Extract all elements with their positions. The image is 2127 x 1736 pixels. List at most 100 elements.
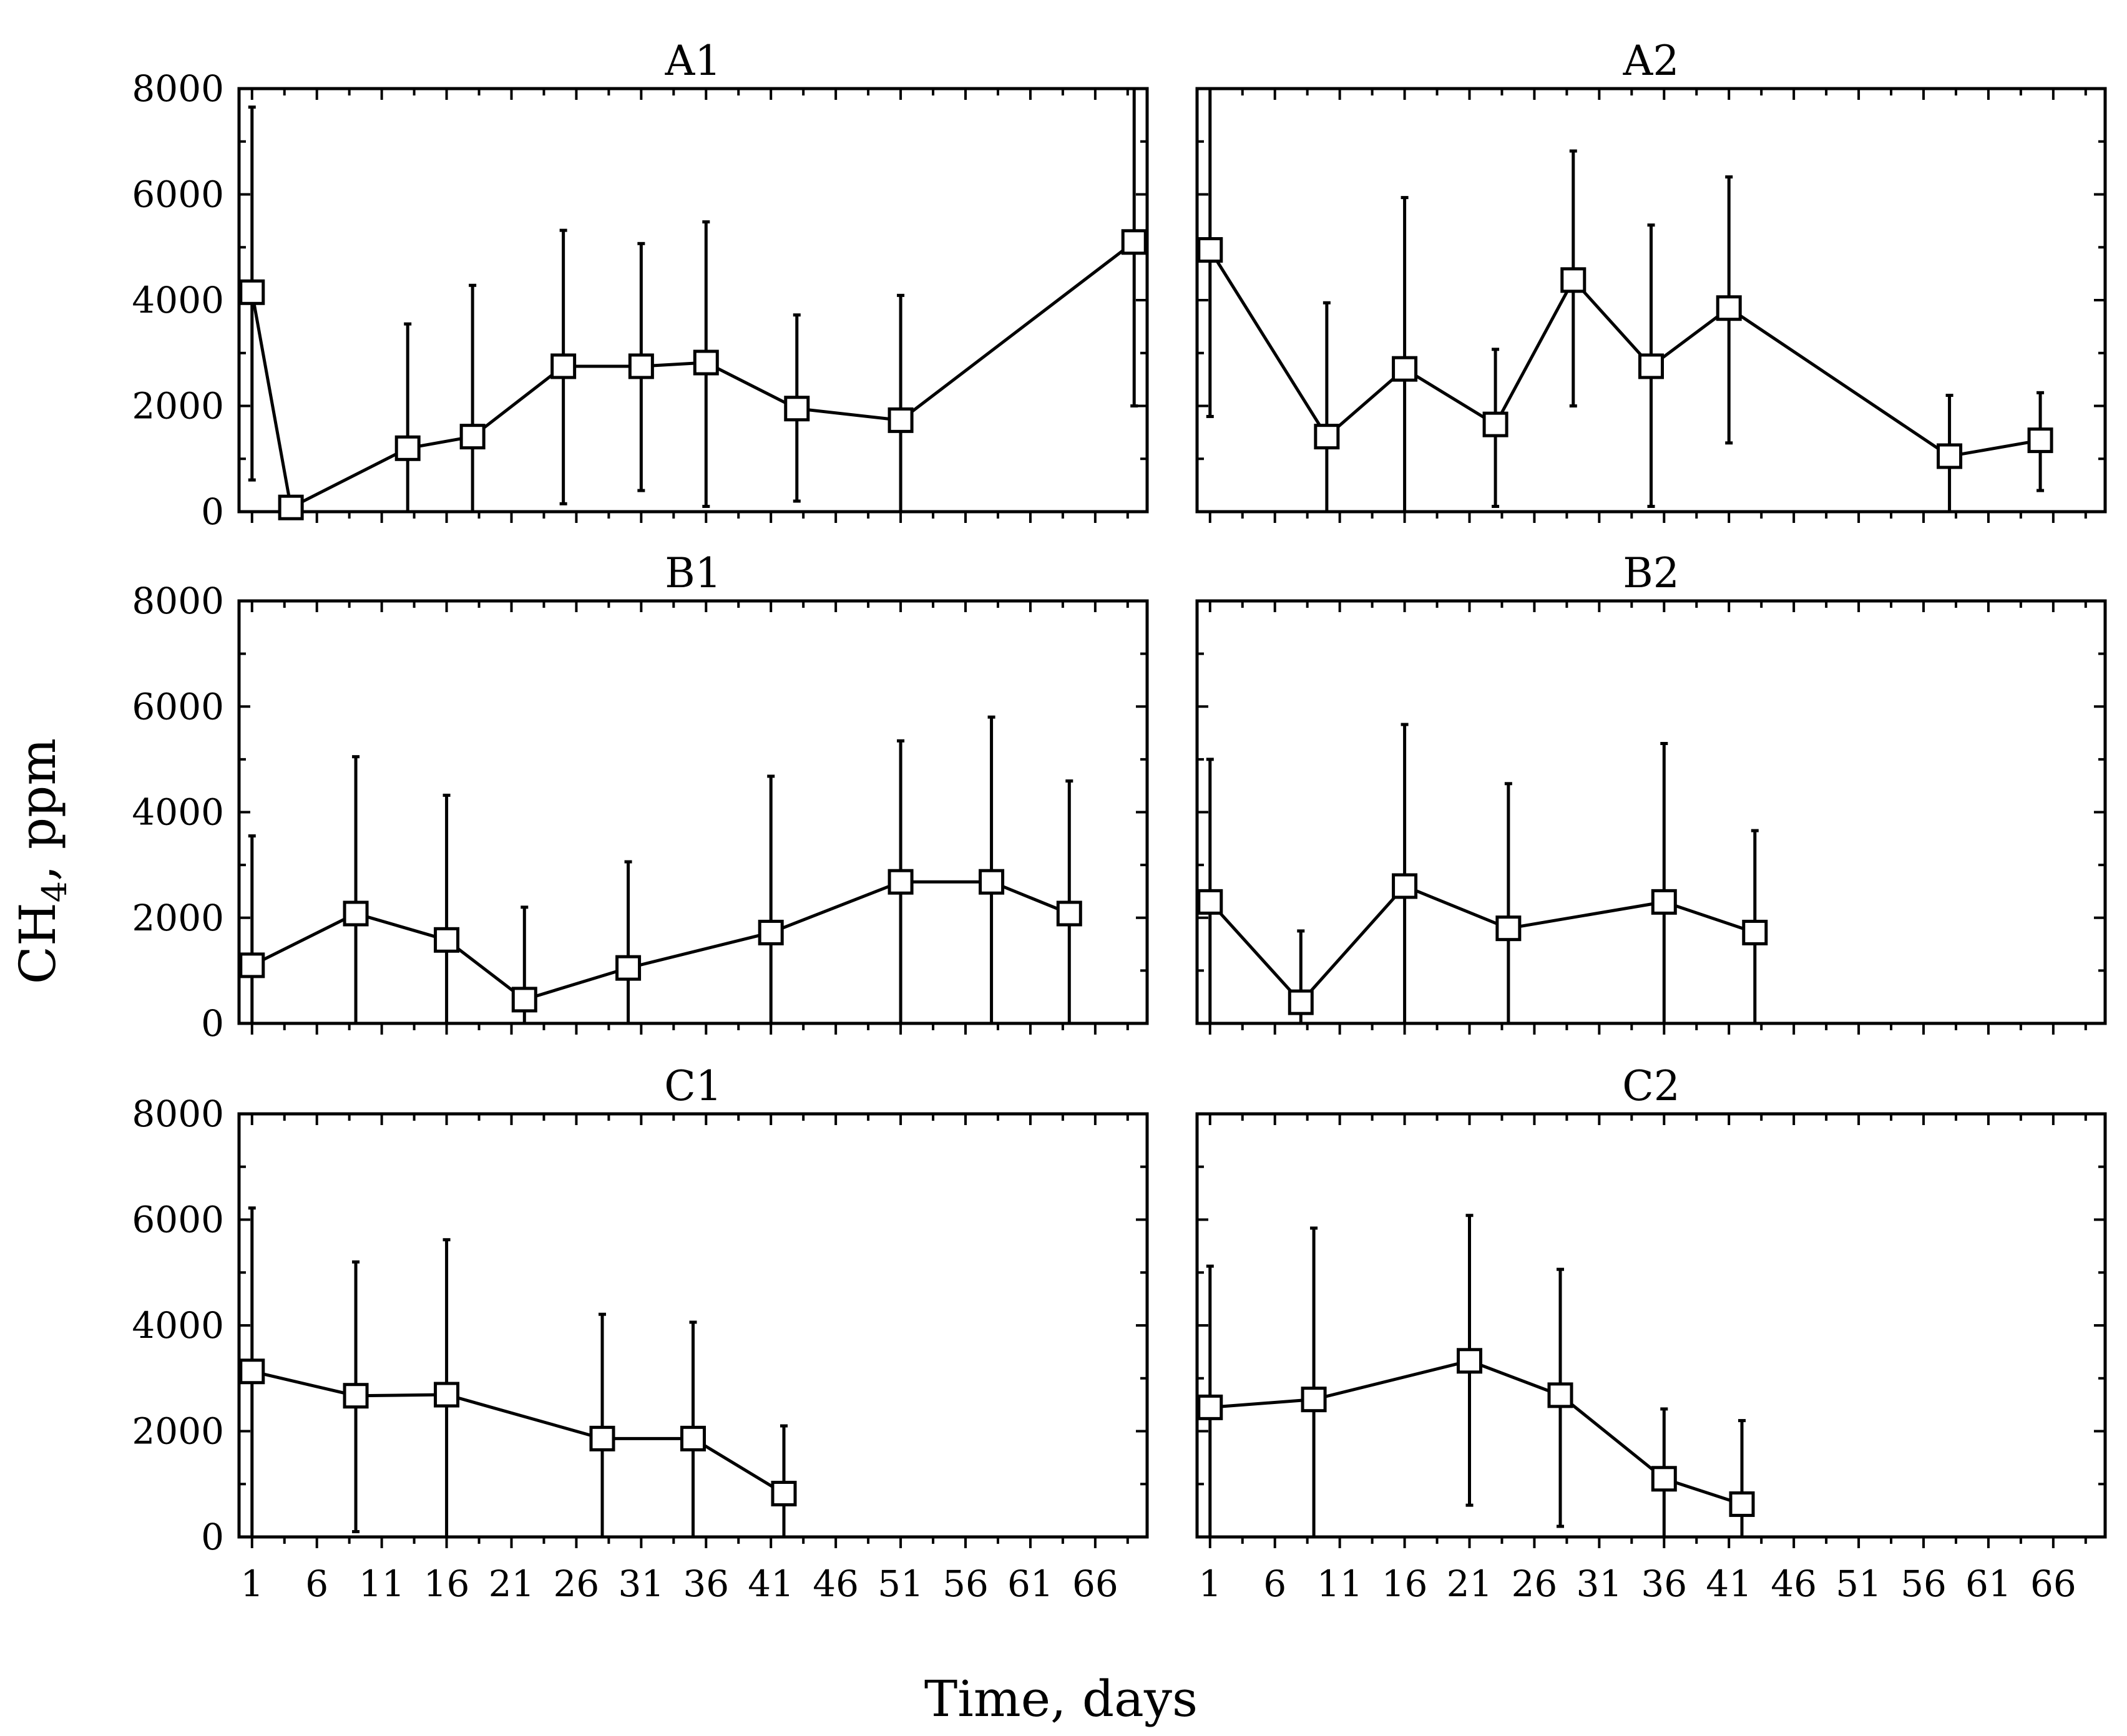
panel-b2: B2 [1195,549,2107,1035]
data-point [1457,1348,1482,1374]
x-tick-label: 66 [1072,1563,1118,1605]
y-tick-label: 0 [201,1002,224,1045]
x-tick-label: 11 [359,1563,405,1605]
y-tick-label: 4000 [132,279,224,321]
panel-title: C1 [664,1062,722,1110]
data-point [459,424,486,450]
data-point [239,1358,265,1385]
data-point [511,987,537,1013]
y-axis-label: CH4, ppm [9,738,74,984]
series-line [252,1370,785,1495]
data-point [784,396,810,422]
x-tick-label: 56 [942,1563,989,1605]
data-point [434,1382,460,1408]
data-point [589,1425,615,1451]
x-tick-label: 36 [683,1563,729,1605]
data-point [979,869,1005,895]
x-tick-label: 41 [1706,1563,1752,1605]
panel-c2: C21 6 11 16 21 26 31 36 41 46 51 56 61 66 [1195,1062,2107,1605]
data-point [1729,1491,1755,1517]
y-tick-label: 6000 [132,173,224,216]
x-tick-label: 26 [554,1563,600,1605]
series-c2 [1197,1214,1755,1537]
x-tick-label: 51 [1836,1563,1882,1605]
data-point [343,900,369,927]
y-tick-label: 8000 [132,67,224,110]
data-point [1197,237,1223,263]
x-tick-label: 16 [424,1563,470,1605]
data-point [1560,267,1587,293]
y-tick-label: 0 [201,1516,224,1558]
x-tick-label: 21 [489,1563,535,1605]
data-point [887,869,914,895]
panel-title: B2 [1623,549,1680,597]
y-tick-label: 2000 [132,897,224,939]
panel-title: A1 [665,37,721,85]
series-line [1208,884,1756,1005]
data-point [693,349,719,376]
y-tick-label: 0 [201,490,224,533]
data-point [1495,915,1522,942]
x-tick-label: 31 [1576,1563,1622,1605]
data-point [1392,356,1418,382]
data-point [887,407,914,433]
y-tick-label: 2000 [132,385,224,427]
series-a1 [239,89,1147,520]
data-point [1314,424,1340,450]
x-tick-label: 16 [1382,1563,1428,1605]
y-tick-label: 8000 [132,1093,224,1135]
data-point [1937,443,1963,469]
series-c1 [239,1206,797,1537]
series-line [1210,1359,1743,1506]
data-point [1651,889,1677,915]
data-point [1742,919,1768,945]
x-tick-label: 1 [1198,1563,1221,1605]
panels: A1 0 2000 4000 6000 8000 A2 B1 0 2000 4000 6000 8000… [132,37,2107,1605]
panel-b1: B1 0 2000 4000 6000 8000 [132,549,1149,1045]
x-tick-label: 61 [1007,1563,1054,1605]
x-tick-label: 46 [1771,1563,1817,1605]
data-point [1121,229,1147,255]
y-tick-label: 2000 [132,1410,224,1453]
panel-title: C2 [1622,1062,1680,1110]
x-tick-label: 51 [878,1563,924,1605]
series-b1 [239,715,1082,1023]
data-point [758,919,784,945]
data-point [1638,353,1664,379]
data-point [343,1383,369,1409]
y-tick-label: 8000 [132,580,224,622]
data-point [394,435,421,461]
y-tick-label: 6000 [132,685,224,728]
x-tick-label: 36 [1641,1563,1687,1605]
y-tick-label: 6000 [132,1199,224,1241]
panel-title: A2 [1623,37,1680,85]
series-line [250,240,1135,510]
data-point [771,1481,797,1507]
series-a2 [1197,89,2053,512]
x-tick-label: 26 [1512,1563,1558,1605]
data-point [1716,295,1742,321]
data-point [680,1425,706,1451]
x-tick-label: 21 [1447,1563,1493,1605]
y-tick-label: 4000 [132,791,224,834]
data-point [628,353,654,379]
x-tick-label: 56 [1900,1563,1947,1605]
x-tick-label: 46 [813,1563,859,1605]
data-point [239,279,265,305]
x-tick-label: 41 [748,1563,794,1605]
x-axis-label: Time, days [924,1670,1198,1728]
x-tick-label: 31 [618,1563,664,1605]
panel-a1: A1 0 2000 4000 6000 8000 [132,37,1149,533]
x-tick-label: 61 [1965,1563,2012,1605]
data-point [1547,1382,1573,1408]
data-point [550,353,577,379]
x-tick-label: 11 [1317,1563,1363,1605]
x-tick-label: 6 [1263,1563,1286,1605]
series-b2 [1197,723,1768,1023]
y-tick-label: 4000 [132,1304,224,1347]
data-point [1056,900,1082,927]
data-point [239,952,265,978]
